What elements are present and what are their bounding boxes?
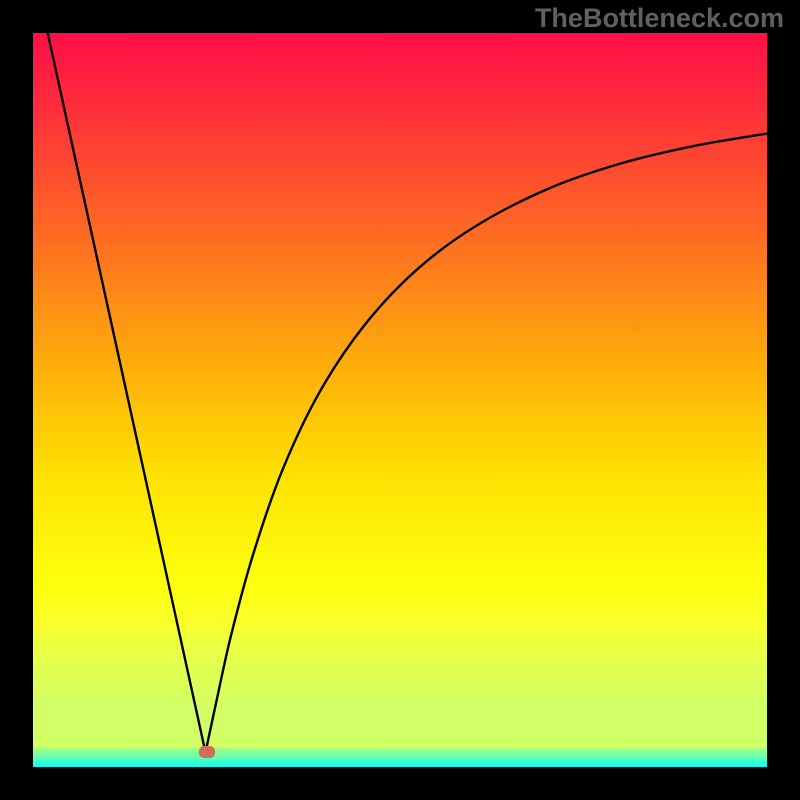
bottleneck-curve [33,33,767,767]
plot-area [33,33,767,767]
minimum-marker [199,746,215,758]
watermark-text: TheBottleneck.com [535,3,784,34]
